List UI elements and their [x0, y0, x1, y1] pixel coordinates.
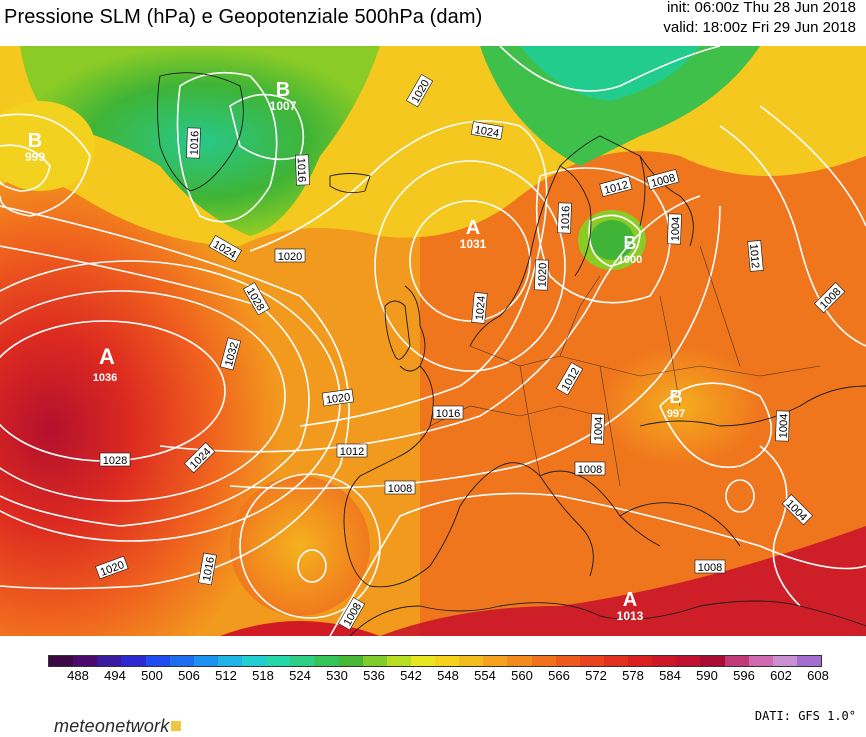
color-scale-swatch	[532, 656, 556, 666]
color-scale-tick: 578	[622, 668, 644, 683]
color-scale-tick: 536	[363, 668, 385, 683]
valid-time: valid: 18:00z Fri 29 Jun 2018	[663, 18, 856, 38]
color-scale-tick: 518	[252, 668, 274, 683]
color-scale-swatch	[266, 656, 290, 666]
isobar-label: 1012	[340, 446, 364, 458]
color-scale-swatch	[628, 656, 652, 666]
svg-text:1000: 1000	[618, 254, 642, 266]
color-scale-tick: 500	[141, 668, 163, 683]
isobar-label: 1004	[670, 217, 683, 242]
color-scale-swatch	[170, 656, 194, 666]
color-scale-swatch	[290, 656, 314, 666]
color-scale-swatch	[121, 656, 145, 666]
color-scale-tick: 542	[400, 668, 422, 683]
isobar-label: 1008	[388, 483, 412, 495]
isobar-label: 1028	[103, 455, 127, 467]
svg-text:B: B	[276, 79, 290, 101]
color-scale-swatch	[773, 656, 797, 666]
color-scale-swatch	[604, 656, 628, 666]
color-scale-swatch	[749, 656, 773, 666]
color-scale-swatch	[459, 656, 483, 666]
color-scale-ticks: 488 494 500 506 512 518 524 530 536 542 548 554 560 5…	[48, 668, 820, 686]
color-scale-swatch	[218, 656, 242, 666]
init-time: init: 06:00z Thu 28 Jun 2018	[663, 0, 856, 18]
svg-text:A: A	[99, 344, 115, 369]
svg-text:997: 997	[667, 408, 685, 420]
color-scale-swatch	[49, 656, 73, 666]
color-scale-tick: 596	[733, 668, 755, 683]
svg-text:1007: 1007	[270, 99, 297, 113]
color-scale-swatch	[483, 656, 507, 666]
color-scale-tick: 590	[696, 668, 718, 683]
color-scale-tick: 584	[659, 668, 681, 683]
isobar-label: 1016	[436, 408, 460, 420]
color-scale-tick: 560	[511, 668, 533, 683]
color-scale-swatch	[556, 656, 580, 666]
color-scale-swatch	[700, 656, 724, 666]
isobar-label: 1016	[189, 131, 202, 156]
data-source: DATI: GFS 1.0°	[755, 709, 856, 723]
weather-map: 1020 1024 1016 1016 1024 1020 1028 1032 …	[0, 46, 866, 636]
isobar-label: 1016	[560, 206, 573, 231]
color-scale-tick: 608	[807, 668, 829, 683]
center-value: 1036	[93, 372, 117, 384]
isobar-label: 1012	[747, 243, 761, 268]
svg-text:B: B	[624, 233, 637, 253]
isobar-label: 1004	[778, 414, 791, 439]
color-scale-swatch	[194, 656, 218, 666]
color-scale-tick: 548	[437, 668, 459, 683]
color-scale-swatch	[97, 656, 121, 666]
color-scale-tick: 488	[67, 668, 89, 683]
isobar-label: 1004	[593, 417, 606, 442]
isobar-label: 1016	[295, 158, 308, 183]
color-scale-tick: 494	[104, 668, 126, 683]
meteonetwork-logo: meteonetwork	[54, 716, 181, 737]
svg-text:A: A	[623, 589, 637, 611]
color-scale-bar	[48, 655, 822, 667]
color-scale-swatch	[242, 656, 266, 666]
map-title: Pressione SLM (hPa) e Geopotenziale 500h…	[4, 6, 482, 29]
color-scale-swatch	[507, 656, 531, 666]
svg-text:1031: 1031	[460, 237, 487, 251]
color-scale-swatch	[411, 656, 435, 666]
color-scale-swatch	[435, 656, 459, 666]
run-info: init: 06:00z Thu 28 Jun 2018 valid: 18:0…	[663, 0, 856, 38]
color-scale-tick: 602	[770, 668, 792, 683]
color-scale-tick: 566	[548, 668, 570, 683]
color-scale-swatch	[363, 656, 387, 666]
color-scale-swatch	[725, 656, 749, 666]
color-scale-swatch	[146, 656, 170, 666]
color-scale-swatch	[797, 656, 821, 666]
color-scale-swatch	[387, 656, 411, 666]
color-scale-tick: 506	[178, 668, 200, 683]
color-scale-swatch	[314, 656, 338, 666]
svg-text:B: B	[670, 387, 683, 407]
isobar-label: 1020	[537, 263, 550, 288]
high-center-azores: A	[99, 344, 115, 369]
color-scale-swatch	[339, 656, 363, 666]
color-scale-swatch	[73, 656, 97, 666]
color-scale-swatch	[580, 656, 604, 666]
isobar-label: 1008	[578, 464, 602, 476]
svg-text:A: A	[466, 217, 480, 239]
color-scale-tick: 530	[326, 668, 348, 683]
color-scale-swatch	[652, 656, 676, 666]
isobar-label: 1020	[278, 251, 302, 263]
color-scale-tick: 512	[215, 668, 237, 683]
color-scale-swatch	[676, 656, 700, 666]
isobar-label: 1024	[474, 295, 488, 320]
svg-text:B: B	[28, 130, 42, 152]
svg-text:999: 999	[25, 150, 45, 164]
isobar-label: 1008	[698, 562, 722, 574]
color-scale-tick: 524	[289, 668, 311, 683]
color-scale-tick: 572	[585, 668, 607, 683]
svg-text:1013: 1013	[617, 609, 644, 623]
color-scale-tick: 554	[474, 668, 496, 683]
